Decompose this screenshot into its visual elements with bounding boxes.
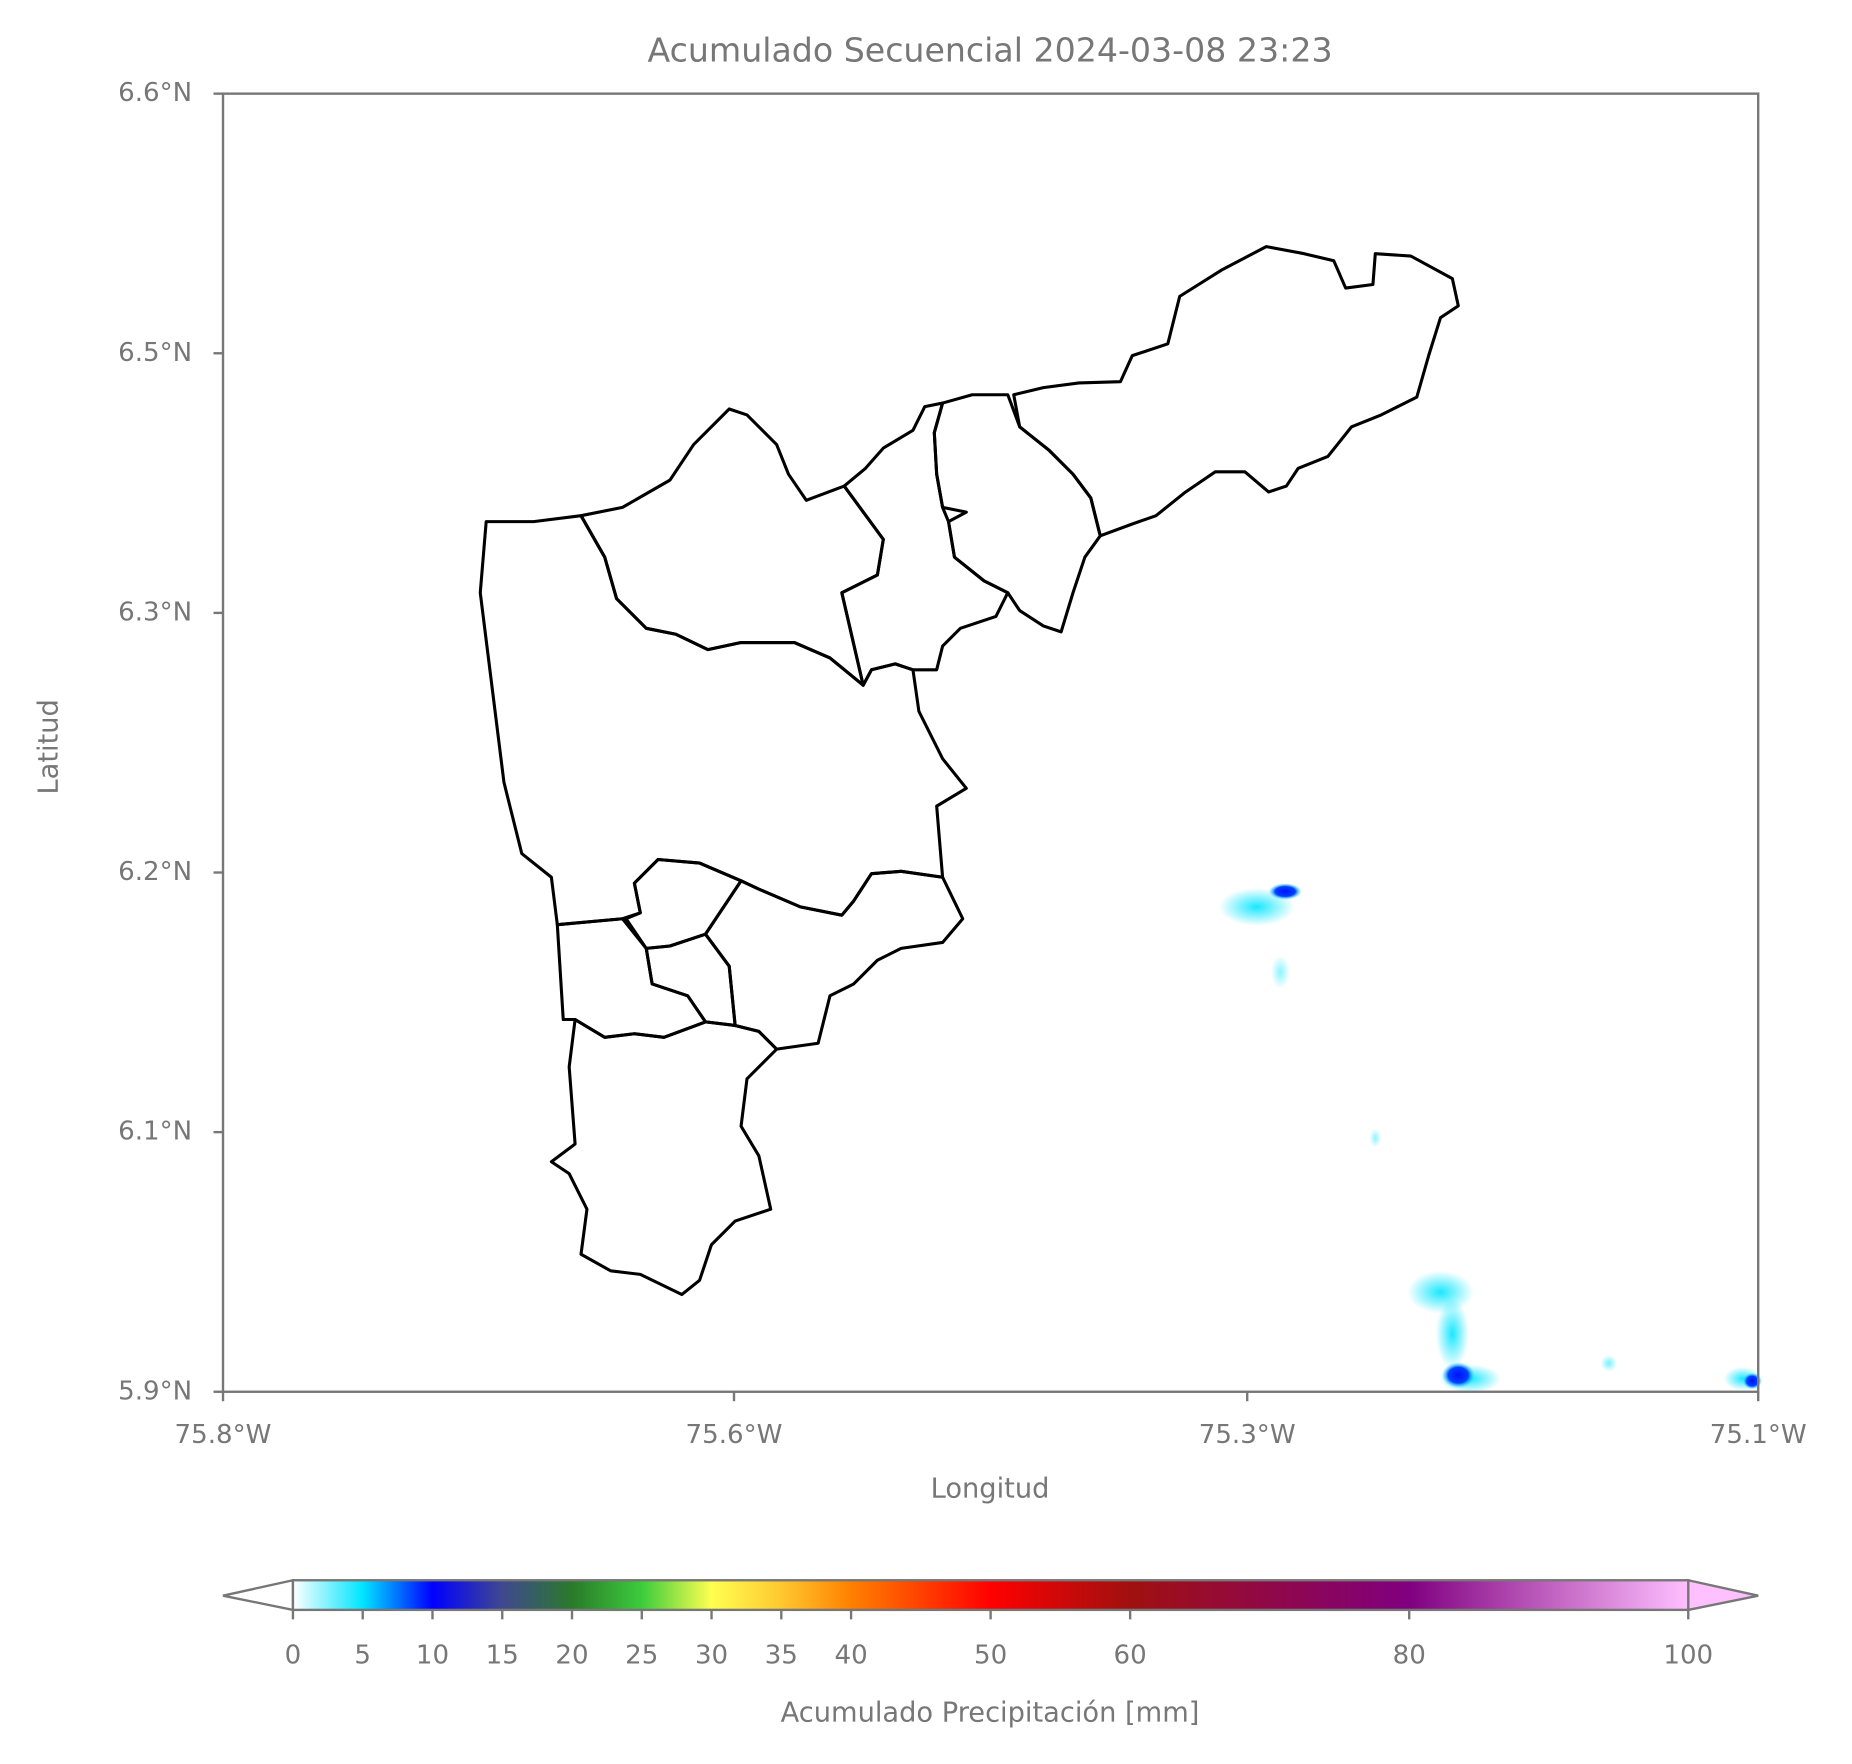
colorbar-label: Acumulado Precipitación [mm] bbox=[781, 1698, 1200, 1729]
colorbar-tick-label: 80 bbox=[1393, 1641, 1426, 1671]
colorbar-tick-label: 60 bbox=[1114, 1641, 1147, 1671]
plot-frame bbox=[221, 92, 1760, 1393]
colorbar bbox=[291, 1579, 1690, 1612]
colorbar-extend-low bbox=[222, 1578, 295, 1612]
colorbar-tick-label: 35 bbox=[765, 1641, 798, 1671]
y-tick-label: 6.2°N bbox=[118, 857, 192, 887]
colorbar-tick-label: 100 bbox=[1663, 1641, 1713, 1671]
chart-title: Acumulado Secuencial 2024-03-08 23:23 bbox=[647, 31, 1332, 70]
x-tick-label: 75.8°W bbox=[175, 1420, 272, 1450]
colorbar-tick-label: 15 bbox=[486, 1641, 519, 1671]
colorbar-extend-high bbox=[1687, 1578, 1759, 1612]
y-tick-label: 5.9°N bbox=[118, 1376, 192, 1406]
colorbar-tick-label: 25 bbox=[625, 1641, 658, 1671]
colorbar-tick-label: 5 bbox=[354, 1641, 371, 1671]
y-tick-label: 6.1°N bbox=[118, 1117, 192, 1147]
y-tick-label: 6.5°N bbox=[118, 338, 192, 368]
y-axis-label: Latitud bbox=[33, 699, 64, 794]
x-tick-label: 75.3°W bbox=[1199, 1420, 1296, 1450]
x-axis-label: Longitud bbox=[931, 1474, 1050, 1505]
x-tick-label: 75.1°W bbox=[1710, 1420, 1807, 1450]
colorbar-tick-label: 0 bbox=[285, 1641, 302, 1671]
y-tick-label: 6.3°N bbox=[118, 597, 192, 627]
colorbar-tick-label: 30 bbox=[695, 1641, 728, 1671]
colorbar-tick-label: 40 bbox=[834, 1641, 867, 1671]
precipitation-field bbox=[1218, 883, 1762, 1393]
colorbar-tick-label: 10 bbox=[416, 1641, 449, 1671]
colorbar-tick-label: 50 bbox=[974, 1641, 1007, 1671]
colorbar-tick-label: 20 bbox=[555, 1641, 588, 1671]
x-tick-label: 75.6°W bbox=[686, 1420, 783, 1450]
y-tick-label: 6.6°N bbox=[118, 78, 192, 108]
basin-outlines bbox=[478, 245, 1460, 1297]
